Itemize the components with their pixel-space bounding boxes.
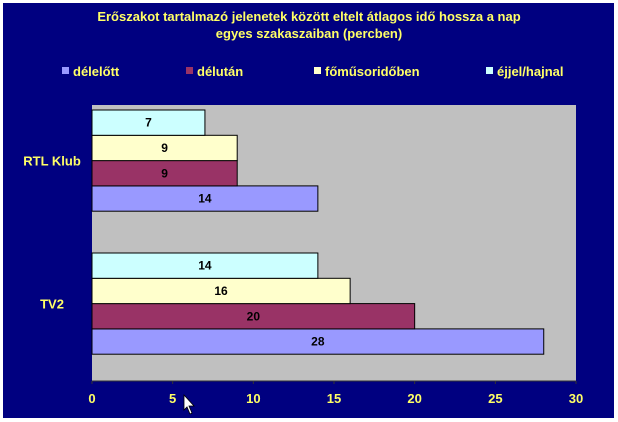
legend-label: délután [197, 64, 243, 79]
bar-value-label: 20 [247, 309, 261, 323]
category-label: RTL Klub [23, 154, 81, 169]
bar [91, 328, 545, 355]
legend-label: főműsoridőben [325, 64, 420, 79]
x-tick-label: 5 [169, 391, 176, 406]
bar-value-label: 9 [161, 141, 168, 155]
chart-title: egyes szakaszaiban (percben) [216, 26, 402, 41]
x-tick-label: 25 [488, 391, 502, 406]
bar [91, 109, 206, 136]
legend-swatch [314, 67, 321, 74]
bar [91, 277, 351, 305]
x-tick-label: 15 [327, 391, 341, 406]
x-tick-label: 20 [407, 391, 421, 406]
bar-value-label: 28 [311, 335, 325, 349]
bar [91, 134, 238, 162]
bar-value-label: 14 [198, 259, 212, 273]
legend-swatch [186, 67, 193, 74]
x-tick-label: 30 [569, 391, 583, 406]
bar-value-label: 14 [198, 192, 212, 206]
bar [91, 252, 319, 279]
bar-value-label: 7 [145, 116, 152, 130]
bar [91, 160, 238, 187]
legend-swatch [486, 67, 493, 74]
bar-value-label: 16 [214, 284, 228, 298]
bar [91, 303, 416, 330]
legend-swatch [62, 67, 69, 74]
legend-label: éjjel/hajnal [497, 64, 563, 79]
legend-label: délelőtt [73, 64, 120, 79]
category-label: TV2 [40, 297, 64, 312]
x-tick-label: 0 [88, 391, 95, 406]
bar [91, 185, 319, 212]
x-tick-label: 10 [246, 391, 260, 406]
chart-title: Erőszakot tartalmazó jelenetek között el… [97, 9, 520, 24]
bar-value-label: 9 [161, 166, 168, 180]
mouse-cursor-icon [183, 393, 195, 415]
